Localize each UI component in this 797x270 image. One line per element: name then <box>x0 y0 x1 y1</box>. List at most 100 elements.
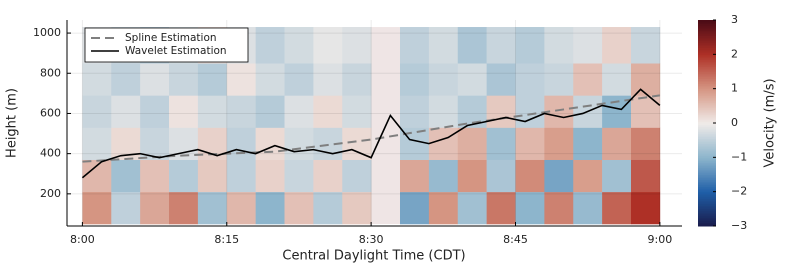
colorbar-band <box>698 177 716 181</box>
heatmap-cell <box>544 159 574 193</box>
heatmap-cell <box>111 63 141 96</box>
heatmap-cell <box>284 95 314 128</box>
heatmap-cell <box>169 63 199 96</box>
colorbar-band <box>698 80 716 83</box>
heatmap-cell <box>630 159 661 193</box>
colorbar-band <box>698 59 716 62</box>
heatmap-cell <box>515 27 545 64</box>
heatmap-cell <box>82 95 112 128</box>
heatmap-cell <box>457 191 487 225</box>
y-tick-label: 800 <box>40 66 61 79</box>
colorbar-band <box>698 71 716 74</box>
heatmap-cell <box>457 63 487 96</box>
colorbar-band <box>698 50 716 54</box>
heatmap-cell <box>82 63 112 96</box>
colorbar-band <box>698 78 716 81</box>
heatmap-cell <box>428 191 459 225</box>
y-tick-label: 600 <box>40 106 61 119</box>
colorbar-band <box>698 140 716 143</box>
colorbar-band <box>698 201 716 205</box>
colorbar-band <box>698 188 716 191</box>
colorbar-band <box>698 165 716 169</box>
heatmap-cell <box>197 159 228 193</box>
colorbar-band <box>698 88 716 91</box>
colorbar-band <box>698 97 716 100</box>
heatmap-cell <box>544 63 574 96</box>
heatmap-cell <box>428 63 459 96</box>
colorbar-band <box>698 183 716 186</box>
colorbar-band <box>698 222 716 225</box>
heatmap-cell <box>602 27 632 64</box>
heatmap-cell <box>602 127 632 160</box>
colorbar-tick-label: 1 <box>731 82 738 95</box>
colorbar-band <box>698 62 716 66</box>
heatmap-cell <box>573 127 603 160</box>
colorbar-band <box>698 208 716 212</box>
colorbar-band <box>698 174 716 177</box>
heatmap-cell <box>255 191 285 225</box>
colorbar-band <box>698 42 716 45</box>
heatmap-cell <box>342 191 372 225</box>
colorbar-band <box>698 61 716 64</box>
x-tick-label: 8:15 <box>214 233 239 246</box>
colorbar-band <box>698 90 716 93</box>
heatmap-cell <box>544 27 574 64</box>
heatmap-cell <box>457 127 487 160</box>
colorbar-band <box>698 171 716 174</box>
colorbar-band <box>698 135 716 138</box>
colorbar-band <box>698 23 716 26</box>
y-tick-label: 400 <box>40 147 61 160</box>
heatmap-cell <box>428 27 459 64</box>
colorbar-band <box>698 145 716 148</box>
colorbar-band <box>698 124 716 127</box>
colorbar-band <box>698 92 716 95</box>
colorbar-band <box>698 33 716 36</box>
colorbar-band <box>698 64 716 67</box>
colorbar-band <box>698 121 716 124</box>
heatmap-cell <box>255 127 285 160</box>
colorbar-band <box>698 47 716 50</box>
colorbar-band <box>698 179 716 182</box>
heatmap-cell <box>486 27 516 64</box>
colorbar-band <box>698 40 716 43</box>
heatmap-cell <box>226 159 256 193</box>
heatmap-cell <box>82 127 112 160</box>
colorbar-band <box>698 155 716 158</box>
colorbar-tick-label: −1 <box>731 150 747 163</box>
colorbar-band <box>698 49 716 52</box>
colorbar-band <box>698 73 716 76</box>
colorbar-band <box>698 32 716 35</box>
colorbar-band <box>698 217 716 220</box>
heatmap-cell <box>573 63 603 96</box>
heatmap-cell <box>284 27 314 64</box>
colorbar-band <box>698 133 716 136</box>
colorbar-band <box>698 123 716 126</box>
legend-label: Spline Estimation <box>125 32 217 44</box>
heatmap-cell <box>630 127 661 160</box>
colorbar-band <box>698 189 716 193</box>
colorbar-band <box>698 109 716 112</box>
heatmap-cell <box>602 159 632 193</box>
colorbar-band <box>698 169 716 172</box>
heatmap-cell <box>111 191 141 225</box>
heatmap-cell <box>313 159 343 193</box>
colorbar-band <box>698 207 716 210</box>
heatmap-cell <box>515 95 545 128</box>
y-axis-label: Height (m) <box>5 88 20 158</box>
colorbar-band <box>698 147 716 150</box>
heatmap-cell <box>197 191 228 225</box>
heatmap-cell <box>400 95 430 128</box>
heatmap-cell <box>284 63 314 96</box>
colorbar-band <box>698 105 716 109</box>
heatmap-cell <box>515 127 545 160</box>
colorbar-band <box>698 21 716 24</box>
heatmap-cell <box>169 159 199 193</box>
heatmap-cell <box>226 127 256 160</box>
heatmap-cell <box>428 95 459 128</box>
colorbar-band <box>698 150 716 153</box>
colorbar-band <box>698 44 716 47</box>
x-tick-label: 8:45 <box>503 233 528 246</box>
heatmap-cell <box>284 127 314 160</box>
heatmap-cell <box>255 159 285 193</box>
